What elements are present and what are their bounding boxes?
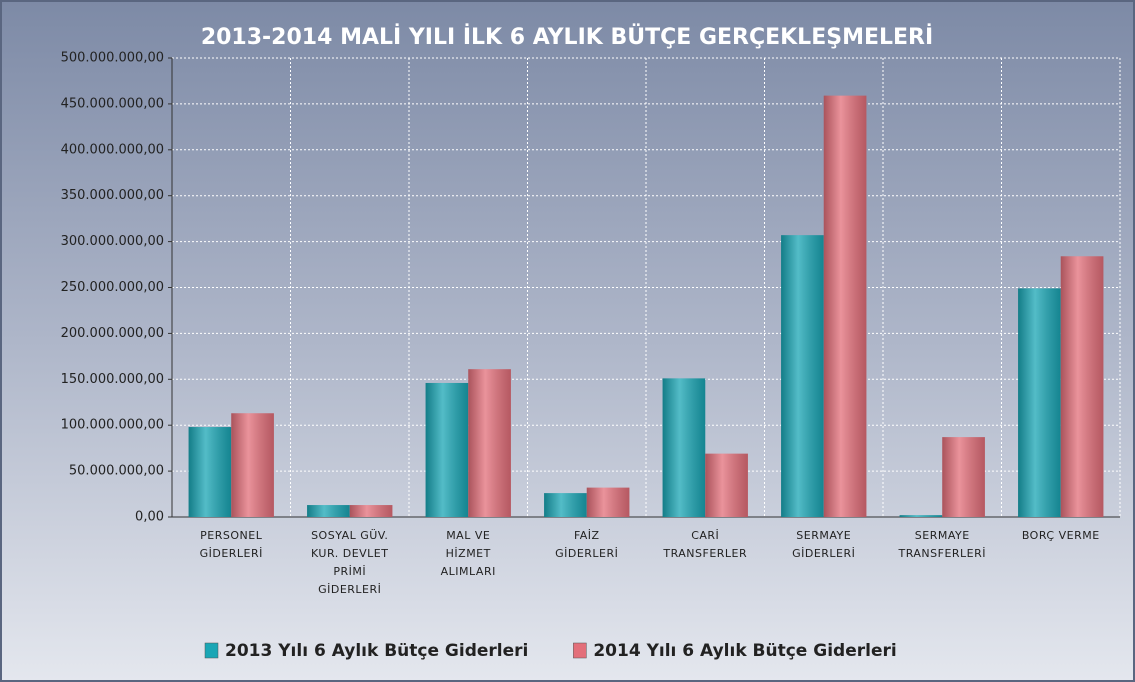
- x-tick-label-box: BORÇ VERME: [1021, 529, 1100, 542]
- bar-shine: [349, 505, 393, 517]
- bar-shine: [188, 427, 232, 517]
- bar-shine: [586, 487, 630, 517]
- y-tick-label: 400.000.000,00: [61, 142, 164, 157]
- bar-shine: [781, 235, 824, 517]
- bar-shine: [231, 413, 274, 517]
- legend-label: 2013 Yılı 6 Aylık Bütçe Giderleri: [225, 641, 528, 661]
- y-tick-label: 250.000.000,00: [61, 280, 164, 295]
- bar-shine: [544, 493, 587, 517]
- bar-shine: [823, 95, 867, 517]
- bar-shine: [662, 378, 706, 517]
- x-tick-label: SOSYAL GÜV. KUR. DEVLET PRİMİ GİDERLERİ: [311, 529, 389, 596]
- y-tick-label: 50.000.000,00: [69, 464, 164, 479]
- y-tick-label: 450.000.000,00: [61, 96, 164, 111]
- y-tick-label: 150.000.000,00: [61, 372, 164, 387]
- x-tick-label-box: CARİ TRANSFERLER: [663, 529, 748, 560]
- bar-shine: [705, 453, 748, 517]
- y-tick-label: 500.000.000,00: [61, 51, 164, 66]
- bar-shine: [1060, 256, 1104, 517]
- x-tick-label: BORÇ VERME: [1021, 529, 1100, 542]
- y-tick-label: 200.000.000,00: [61, 326, 164, 341]
- chart-title: 2013-2014 MALİ YILI İLK 6 AYLIK BÜTÇE GE…: [201, 24, 933, 50]
- x-tick-label: FAİZ GİDERLERİ: [555, 529, 619, 560]
- legend-swatch: [204, 642, 219, 659]
- bar-shine: [307, 505, 350, 517]
- x-tick-label-box: PERSONEL GİDERLERİ: [199, 529, 263, 560]
- y-tick-label: 0,00: [135, 510, 164, 525]
- x-tick-label: SERMAYE GİDERLERİ: [792, 529, 856, 560]
- y-tick-label: 300.000.000,00: [61, 234, 164, 249]
- x-tick-label: PERSONEL GİDERLERİ: [199, 529, 263, 560]
- legend-swatch: [573, 642, 587, 659]
- x-tick-label-box: MAL VE HİZMET ALIMLARI: [440, 529, 496, 578]
- y-tick-label: 100.000.000,00: [61, 418, 164, 433]
- bar-shine: [425, 382, 469, 517]
- legend-label: 2014 Yılı 6 Aylık Bütçe Giderleri: [593, 641, 896, 661]
- x-tick-label: SERMAYE TRANSFERLERİ: [898, 529, 987, 560]
- x-tick-label: MAL VE HİZMET ALIMLARI: [440, 529, 496, 578]
- x-tick-label-box: FAİZ GİDERLERİ: [555, 529, 619, 560]
- bar-shine: [942, 437, 985, 517]
- x-tick-label-box: SERMAYE GİDERLERİ: [792, 529, 856, 560]
- bar-shine: [899, 515, 943, 517]
- x-tick-label: CARİ TRANSFERLER: [663, 529, 748, 560]
- bar-shine: [1018, 288, 1061, 517]
- bar-shine: [468, 369, 511, 517]
- x-tick-label-box: SOSYAL GÜV. KUR. DEVLET PRİMİ GİDERLERİ: [311, 529, 389, 596]
- y-tick-label: 350.000.000,00: [61, 188, 164, 203]
- x-tick-label-box: SERMAYE TRANSFERLERİ: [898, 529, 987, 560]
